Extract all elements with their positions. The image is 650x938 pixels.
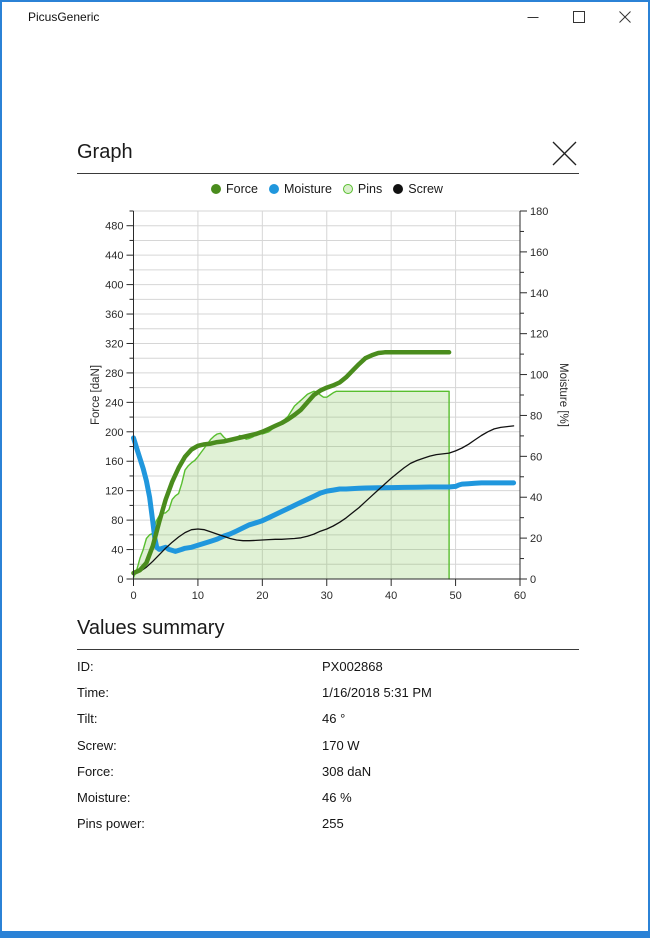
chart: 0 40 80 120 160 200 240 280 320 360 400 440 480 0 20 40… bbox=[2, 200, 648, 614]
values-divider bbox=[77, 649, 579, 650]
axis-label: 240 bbox=[105, 397, 123, 409]
axis-label: 400 bbox=[105, 280, 123, 292]
dialog-close-button[interactable] bbox=[549, 138, 580, 169]
summary-row-value: 255 bbox=[322, 816, 344, 832]
axis-label: 60 bbox=[530, 451, 542, 463]
axis-label: 50 bbox=[449, 590, 461, 602]
legend-item-screw: Screw bbox=[393, 182, 443, 196]
legend-item-pins: Pins bbox=[342, 182, 383, 196]
values-summary-title: Values summary bbox=[77, 617, 225, 639]
axis-label: 320 bbox=[105, 338, 123, 350]
summary-row-label: Screw: bbox=[77, 737, 117, 753]
summary-row: Tilt: 46 ° bbox=[77, 706, 579, 732]
summary-row-label: Tilt: bbox=[77, 711, 98, 727]
minimize-icon bbox=[527, 17, 539, 18]
force-series-line bbox=[131, 350, 452, 576]
axis-label: 40 bbox=[530, 492, 542, 504]
screw-series-dot-icon bbox=[393, 184, 404, 194]
close-icon bbox=[619, 11, 631, 23]
axis-label: 40 bbox=[385, 590, 397, 602]
axis-label: 360 bbox=[105, 309, 123, 321]
axis-label: 100 bbox=[530, 370, 548, 382]
summary-row-label: Time: bbox=[77, 684, 110, 700]
summary-row-value: 46 ° bbox=[322, 711, 346, 727]
close-button[interactable] bbox=[602, 2, 648, 32]
dialog-close-icon bbox=[552, 141, 577, 166]
graph-divider bbox=[77, 173, 579, 174]
axis-label: 20 bbox=[256, 590, 268, 602]
axis-label: 160 bbox=[105, 456, 123, 468]
axis-label: 10 bbox=[192, 590, 204, 602]
summary-row-label: ID: bbox=[77, 658, 94, 674]
axis-label: 80 bbox=[111, 515, 123, 527]
summary-row: ID: PX002868 bbox=[77, 653, 579, 679]
summary-row-label: Force: bbox=[77, 763, 114, 779]
minimize-button[interactable] bbox=[510, 2, 556, 32]
axis-label: 180 bbox=[530, 206, 548, 218]
values-summary-table: ID: PX002868 Time: 1/16/2018 5:31 PM Tilt: 46… bbox=[77, 653, 579, 837]
axis-label: 140 bbox=[530, 288, 548, 300]
axis-label: 160 bbox=[530, 247, 548, 259]
maximize-icon bbox=[573, 11, 585, 23]
summary-row-label: Moisture: bbox=[77, 790, 131, 806]
legend-item-force: Force bbox=[211, 182, 258, 196]
axis-label: 30 bbox=[321, 590, 333, 602]
axis-label: 0 bbox=[130, 590, 136, 602]
summary-row-value: PX002868 bbox=[322, 658, 383, 674]
moisture-series-dot-icon bbox=[268, 184, 279, 194]
legend-item-moisture: Moisture bbox=[268, 182, 332, 196]
summary-row: Pins power: 255 bbox=[77, 811, 579, 837]
force-series-dot-icon bbox=[211, 184, 222, 194]
axis-label: 200 bbox=[105, 427, 123, 439]
axis-label: 480 bbox=[105, 221, 123, 233]
moisture-series-line bbox=[131, 435, 517, 554]
summary-row-value: 1/16/2018 5:31 PM bbox=[322, 684, 432, 700]
left-axis-title: Force [daN] bbox=[90, 365, 102, 425]
axis-label: 280 bbox=[105, 368, 123, 380]
summary-row: Screw: 170 W bbox=[77, 732, 579, 758]
axis-label: 60 bbox=[514, 590, 526, 602]
axis-label: 0 bbox=[530, 574, 536, 586]
chart-svg: 0408012016020024028032036040044048002040… bbox=[90, 206, 569, 602]
summary-row-value: 170 W bbox=[322, 737, 360, 753]
chart-legend: Force Moisture Pins Screw bbox=[2, 182, 648, 196]
axis-label: 120 bbox=[105, 486, 123, 498]
window-title: PicusGeneric bbox=[28, 10, 100, 24]
legend-label: Screw bbox=[408, 182, 443, 196]
summary-row: Moisture: 46 % bbox=[77, 784, 579, 810]
summary-row: Time: 1/16/2018 5:31 PM bbox=[77, 679, 579, 705]
axis-label: 80 bbox=[530, 410, 542, 422]
titlebar[interactable]: PicusGeneric bbox=[2, 2, 648, 32]
maximize-button[interactable] bbox=[556, 2, 602, 32]
screw-series-line bbox=[132, 425, 515, 576]
dialog-title: Graph bbox=[77, 141, 133, 163]
window-bottom-accent-bar bbox=[2, 931, 648, 936]
axis-label: 20 bbox=[530, 533, 542, 545]
summary-row-value: 308 daN bbox=[322, 763, 372, 779]
axis-label: 120 bbox=[530, 329, 548, 341]
legend-label: Pins bbox=[357, 182, 383, 196]
summary-row-label: Pins power: bbox=[77, 816, 145, 832]
axis-label: 440 bbox=[105, 250, 123, 262]
axis-label: 40 bbox=[111, 545, 123, 557]
legend-label: Force bbox=[226, 182, 258, 196]
pins-series-dot-icon bbox=[342, 184, 353, 194]
window-controls bbox=[510, 2, 648, 32]
axis-label: 0 bbox=[117, 574, 123, 586]
summary-row: Force: 308 daN bbox=[77, 758, 579, 784]
right-axis-title: Moisture [%] bbox=[557, 363, 569, 427]
legend-label: Moisture bbox=[283, 182, 332, 196]
summary-row-value: 46 % bbox=[322, 790, 352, 806]
